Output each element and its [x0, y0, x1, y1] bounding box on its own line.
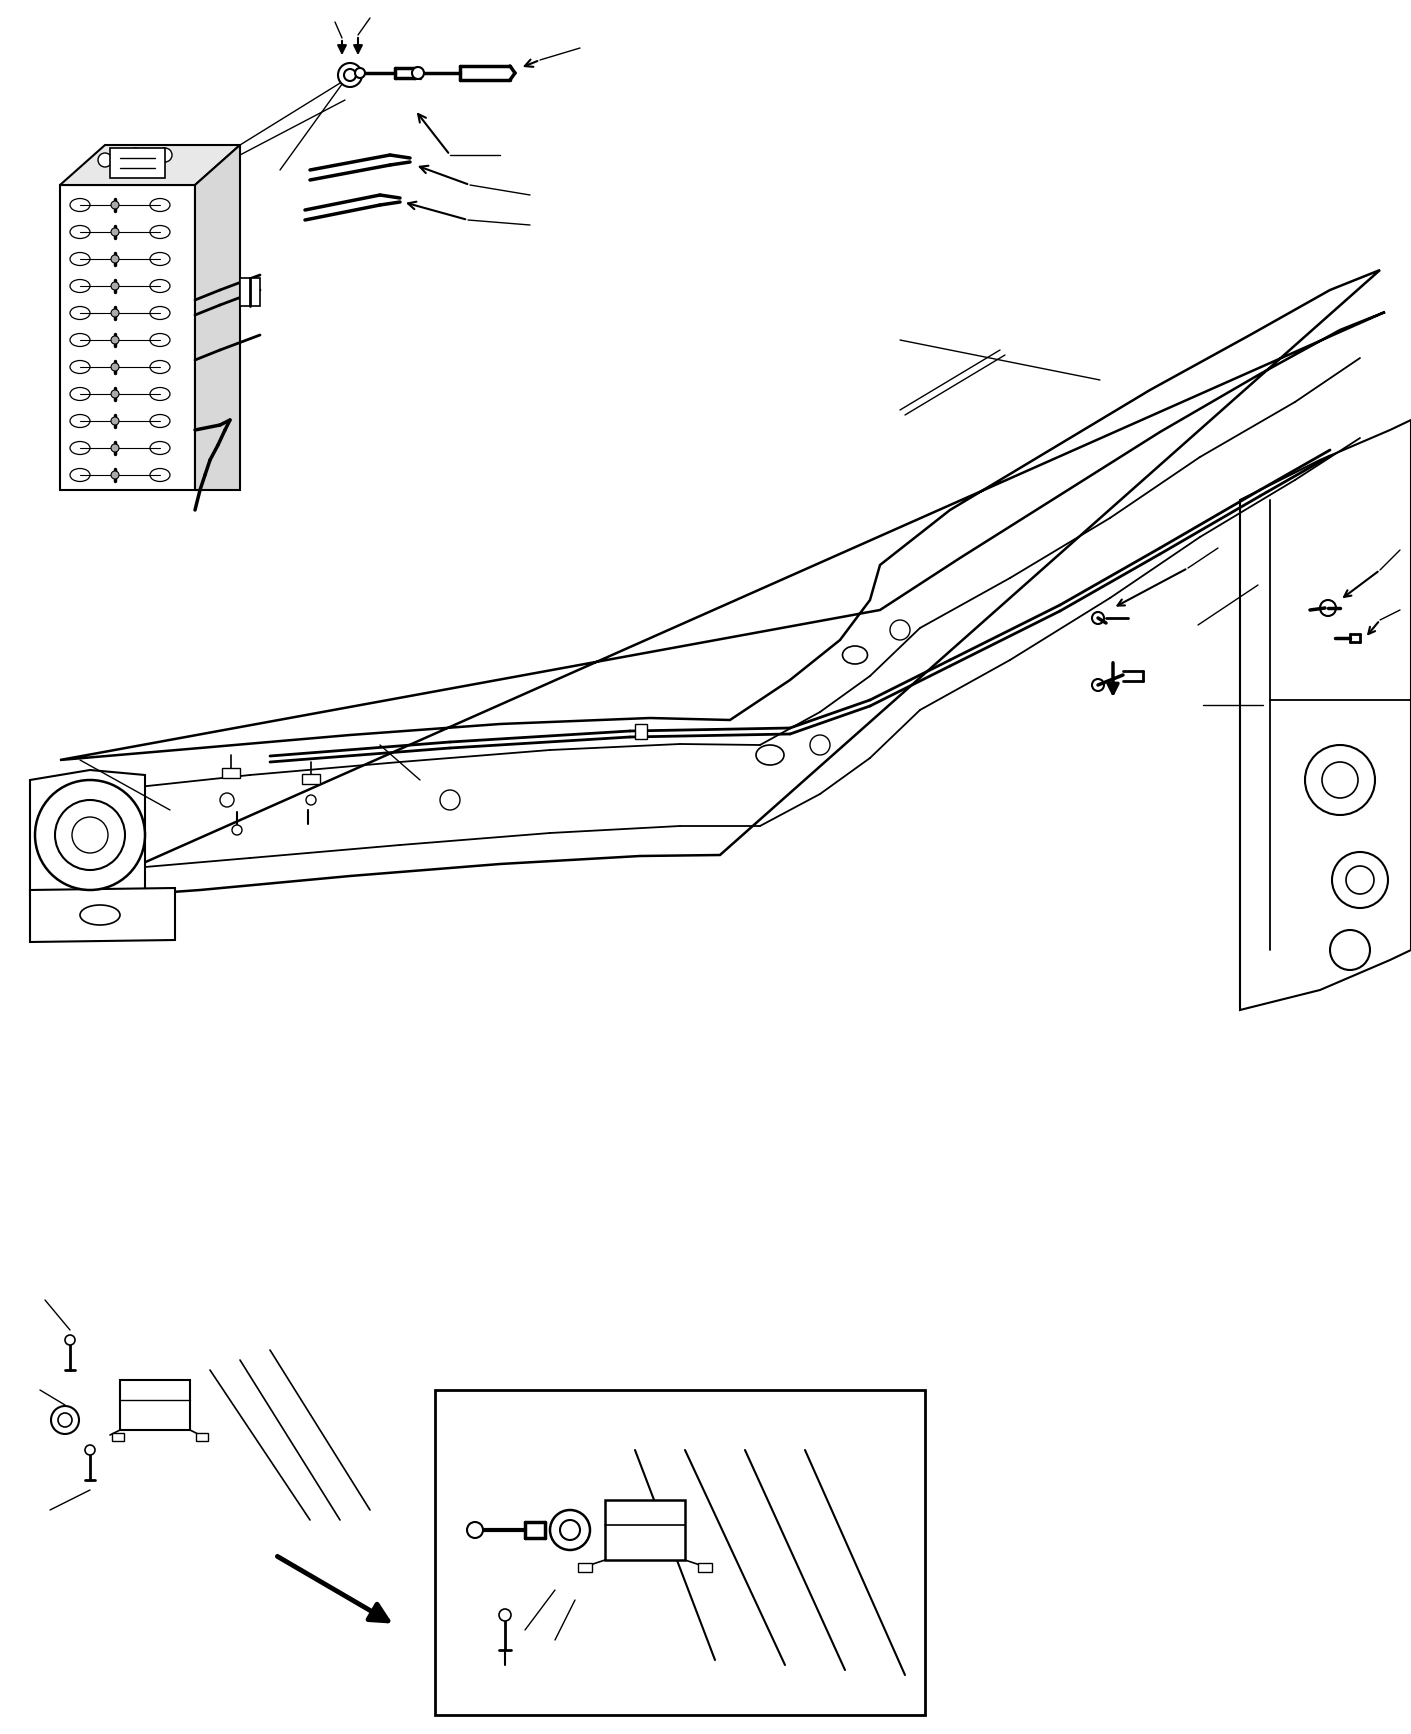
Circle shape [467, 1522, 483, 1538]
Ellipse shape [71, 387, 90, 401]
Ellipse shape [150, 361, 169, 373]
Polygon shape [61, 271, 1386, 900]
Bar [196, 1432, 207, 1441]
Bar [435, 1391, 926, 1715]
Bar [120, 1380, 190, 1431]
Circle shape [111, 309, 119, 317]
Ellipse shape [150, 442, 169, 454]
Circle shape [51, 1406, 79, 1434]
Polygon shape [61, 186, 195, 491]
Bar [302, 773, 320, 784]
Ellipse shape [71, 468, 90, 482]
Ellipse shape [150, 307, 169, 319]
Ellipse shape [756, 746, 785, 765]
Ellipse shape [71, 307, 90, 319]
Polygon shape [30, 770, 145, 905]
Bar [635, 725, 648, 739]
Circle shape [158, 147, 172, 161]
Circle shape [440, 791, 460, 810]
Polygon shape [195, 146, 240, 491]
Circle shape [1331, 929, 1370, 969]
Circle shape [111, 227, 119, 236]
Circle shape [65, 1335, 75, 1346]
Circle shape [356, 68, 365, 78]
Circle shape [128, 147, 143, 161]
Circle shape [306, 794, 316, 805]
Ellipse shape [150, 225, 169, 239]
Circle shape [55, 799, 126, 870]
Ellipse shape [71, 361, 90, 373]
Circle shape [111, 255, 119, 264]
Ellipse shape [71, 333, 90, 347]
Ellipse shape [150, 414, 169, 428]
Circle shape [111, 362, 119, 371]
Circle shape [111, 416, 119, 425]
Circle shape [1322, 761, 1357, 798]
Ellipse shape [71, 253, 90, 265]
Circle shape [1346, 865, 1374, 895]
Circle shape [220, 792, 234, 806]
Circle shape [111, 444, 119, 453]
Ellipse shape [150, 468, 169, 482]
Circle shape [550, 1510, 590, 1550]
Circle shape [35, 780, 145, 890]
Circle shape [344, 69, 356, 81]
Circle shape [111, 390, 119, 399]
Polygon shape [30, 888, 175, 942]
Ellipse shape [842, 647, 868, 664]
Circle shape [890, 621, 910, 640]
Bar [605, 1500, 684, 1561]
Polygon shape [61, 146, 240, 186]
Circle shape [1092, 612, 1103, 624]
Circle shape [412, 68, 423, 80]
Circle shape [1092, 680, 1103, 692]
Ellipse shape [150, 279, 169, 293]
Circle shape [339, 62, 363, 87]
Ellipse shape [71, 414, 90, 428]
Circle shape [231, 825, 243, 836]
Circle shape [1305, 746, 1374, 815]
Bar [240, 277, 260, 305]
Circle shape [810, 735, 830, 754]
Bar [222, 768, 240, 779]
Ellipse shape [150, 387, 169, 401]
Circle shape [111, 336, 119, 343]
Circle shape [1321, 600, 1336, 616]
Circle shape [111, 201, 119, 210]
Circle shape [1332, 851, 1388, 909]
Bar [579, 1562, 593, 1573]
Circle shape [85, 1444, 95, 1455]
Ellipse shape [150, 253, 169, 265]
Circle shape [111, 283, 119, 290]
Ellipse shape [150, 333, 169, 347]
Circle shape [97, 153, 111, 166]
Circle shape [560, 1521, 580, 1540]
Circle shape [58, 1413, 72, 1427]
Circle shape [499, 1609, 511, 1621]
Ellipse shape [71, 442, 90, 454]
Bar [111, 1432, 124, 1441]
Bar [110, 147, 165, 179]
Ellipse shape [80, 905, 120, 924]
Ellipse shape [71, 198, 90, 212]
Ellipse shape [150, 198, 169, 212]
Bar [698, 1562, 713, 1573]
Circle shape [72, 817, 109, 853]
Ellipse shape [71, 225, 90, 239]
Ellipse shape [71, 279, 90, 293]
Circle shape [111, 472, 119, 479]
Polygon shape [1240, 420, 1411, 1009]
